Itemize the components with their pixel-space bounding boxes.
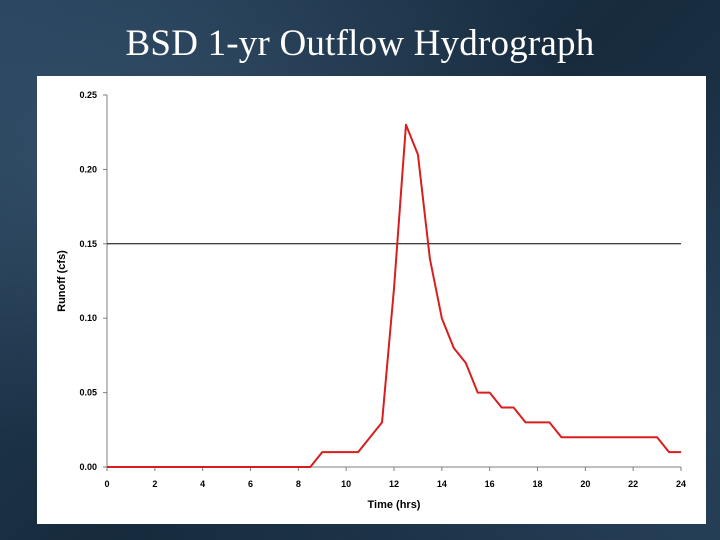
series-group (107, 123, 681, 468)
y-tick-label: 0.15 (79, 239, 97, 249)
x-tick-label: 22 (628, 479, 638, 489)
x-tick-label: 4 (200, 479, 205, 489)
x-tick-label: 0 (104, 479, 109, 489)
y-tick-label: 0.25 (79, 90, 97, 100)
x-tick-label: 2 (152, 479, 157, 489)
runoff-series-line (107, 123, 681, 468)
x-axis-title: Time (hrs) (368, 499, 421, 511)
y-tick-label: 0.00 (79, 462, 97, 472)
x-tick-label: 24 (676, 479, 686, 489)
chart-panel: 0.00 0.05 0.10 0.15 0.20 0.25 0 2 4 6 8 10 12 14 16 18… (37, 76, 706, 524)
y-tick-label: 0.10 (79, 313, 97, 323)
y-tick-label: 0.05 (79, 388, 97, 398)
x-tick-label: 18 (532, 479, 542, 489)
y-tick-label: 0.20 (79, 164, 97, 174)
slide-title: BSD 1-yr Outflow Hydrograph (125, 23, 595, 64)
x-tick-label: 6 (248, 479, 253, 489)
x-tick-label: 8 (296, 479, 301, 489)
x-tick-label: 12 (389, 479, 399, 489)
x-tick-label: 10 (341, 479, 351, 489)
x-tick-label: 16 (485, 479, 495, 489)
x-tick-label: 20 (580, 479, 590, 489)
y-tick-labels: 0.00 0.05 0.10 0.15 0.20 0.25 (79, 90, 107, 472)
x-tick-label: 14 (437, 479, 447, 489)
y-axis-title: Runoff (cfs) (56, 250, 68, 312)
x-tick-labels: 0 2 4 6 8 10 12 14 16 18 20 22 24 (104, 467, 686, 489)
hydrograph-chart: 0.000.050.100.150.200.25 0 2 4 6 8 10 12 14 16 18… (56, 90, 686, 511)
